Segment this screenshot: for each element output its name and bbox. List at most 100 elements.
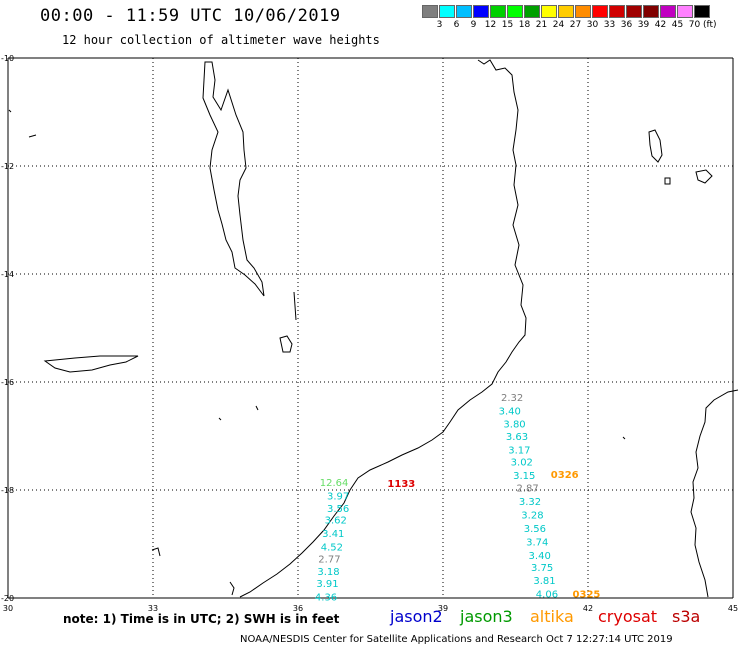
footer-credit: NOAA/NESDIS Center for Satellite Applica… xyxy=(240,634,673,645)
graticule xyxy=(7,57,734,599)
wave-height-label: 3.91 xyxy=(316,579,338,590)
satellite-name-altika: altika xyxy=(530,607,574,626)
wave-height-label: 0326 xyxy=(551,470,579,481)
scale-swatch xyxy=(609,5,625,18)
wave-height-label: 4.06 xyxy=(536,590,558,601)
wave-height-label: 0325 xyxy=(573,590,601,601)
map-subtitle: 12 hour collection of altimeter wave hei… xyxy=(62,33,380,47)
wave-height-label: 3.97 xyxy=(327,491,349,502)
satellite-name-jason2: jason2 xyxy=(390,607,443,626)
wave-height-label: 2.77 xyxy=(318,555,340,566)
wave-height-label: 4.36 xyxy=(315,592,337,603)
wave-height-label: 3.17 xyxy=(508,446,530,457)
lake-malawi-outline xyxy=(202,61,265,297)
longitude-tick-label: 30 xyxy=(3,604,13,613)
scale-swatch xyxy=(575,5,591,18)
wave-height-label: 3.02 xyxy=(511,457,533,468)
latitude-tick-label: -14 xyxy=(1,270,14,279)
color-scale-legend: 3 6 9 12 15 18 21 24 27 30 33 36 39 42 45 70 (ft) xyxy=(422,5,727,30)
scale-label: 9 xyxy=(470,20,477,30)
island-outline xyxy=(664,177,671,185)
longitude-tick-label: 39 xyxy=(438,604,448,613)
latitude-tick-label: -10 xyxy=(1,54,14,63)
wave-height-label: 12.64 xyxy=(320,478,349,489)
longitude-tick-label: 45 xyxy=(728,604,738,613)
scale-label: 45 xyxy=(671,20,684,30)
lake-outline xyxy=(279,335,293,353)
scale-label: 21 xyxy=(535,20,548,30)
scale-swatch xyxy=(694,5,710,18)
scale-swatch xyxy=(643,5,659,18)
wave-height-label: 3.18 xyxy=(317,567,339,578)
wave-height-label: 3.80 xyxy=(503,420,525,431)
scale-label: 15 xyxy=(501,20,514,30)
scale-label: 70 xyxy=(688,20,701,30)
scale-label: 42 xyxy=(654,20,667,30)
scale-label: 3 xyxy=(436,20,443,30)
scale-label: 24 xyxy=(552,20,565,30)
scale-swatch xyxy=(626,5,642,18)
scale-swatch xyxy=(473,5,489,18)
lake-outline xyxy=(43,355,139,373)
wave-height-label: 3.40 xyxy=(529,551,551,562)
coast-fragment xyxy=(229,581,235,596)
scale-swatch xyxy=(592,5,608,18)
wave-height-label: 3.28 xyxy=(521,510,543,521)
scale-label: 6 xyxy=(453,20,460,30)
longitude-tick-label: 42 xyxy=(583,604,593,613)
scale-swatch xyxy=(490,5,506,18)
scale-swatch xyxy=(677,5,693,18)
footer-note: note: 1) Time is in UTC; 2) SWH is in fe… xyxy=(63,612,340,626)
scale-swatch xyxy=(456,5,472,18)
wave-height-label: 3.56 xyxy=(524,524,546,535)
wave-height-label: 3.74 xyxy=(526,537,548,548)
scale-swatch xyxy=(439,5,455,18)
wave-height-label: 4.52 xyxy=(321,543,343,554)
scale-label: 33 xyxy=(603,20,616,30)
satellite-name-cryosat: cryosat xyxy=(598,607,658,626)
scale-label: 39 xyxy=(637,20,650,30)
island-outline xyxy=(695,169,713,184)
color-scale-swatches xyxy=(422,5,727,18)
wave-height-label: 3.81 xyxy=(533,576,555,587)
satellite-name-s3a: s3a xyxy=(672,607,701,626)
longitude-tick-label: 33 xyxy=(148,604,158,613)
wave-height-label: 3.15 xyxy=(513,471,535,482)
latitude-tick-label: -18 xyxy=(1,486,14,495)
mainland-coastline xyxy=(239,59,527,598)
map-title: 00:00 - 11:59 UTC 10/06/2019 xyxy=(40,6,341,26)
scale-swatch xyxy=(524,5,540,18)
scale-unit: (ft) xyxy=(703,20,717,30)
scale-label: 27 xyxy=(569,20,582,30)
latitude-tick-label: -16 xyxy=(1,378,14,387)
scale-label: 30 xyxy=(586,20,599,30)
longitude-tick-label: 36 xyxy=(293,604,303,613)
satellite-name-jason3: jason3 xyxy=(460,607,513,626)
coastlines xyxy=(8,59,739,598)
wave-height-label: 3.62 xyxy=(325,516,347,527)
wave-height-label: 3.32 xyxy=(519,497,541,508)
latitude-tick-label: -12 xyxy=(1,162,14,171)
latitude-tick-label: -20 xyxy=(1,594,14,603)
wave-height-label: 3.41 xyxy=(322,529,344,540)
madagascar-coastline xyxy=(690,389,739,598)
wave-height-label: 3.63 xyxy=(506,432,528,443)
scale-swatch xyxy=(660,5,676,18)
color-scale-labels: 3 6 9 12 15 18 21 24 27 30 33 36 39 42 45 70 (ft) xyxy=(422,20,727,30)
scale-swatch xyxy=(541,5,557,18)
wave-height-label: 3.75 xyxy=(531,563,553,574)
scale-label: 18 xyxy=(518,20,531,30)
scale-label: 12 xyxy=(484,20,497,30)
scale-label: 36 xyxy=(620,20,633,30)
island-outline xyxy=(648,129,663,163)
wave-height-label: 3.40 xyxy=(499,407,521,418)
wave-height-label: 2.87 xyxy=(516,483,538,494)
wave-height-label: 2.32 xyxy=(501,393,523,404)
coast-fragment xyxy=(8,109,626,557)
wave-height-label: 3.56 xyxy=(327,504,349,515)
wave-height-label: 1133 xyxy=(387,479,415,490)
wave-height-observations: 12.643.973.563.623.414.522.773.183.914.3… xyxy=(315,393,600,603)
scale-swatch xyxy=(422,5,438,18)
